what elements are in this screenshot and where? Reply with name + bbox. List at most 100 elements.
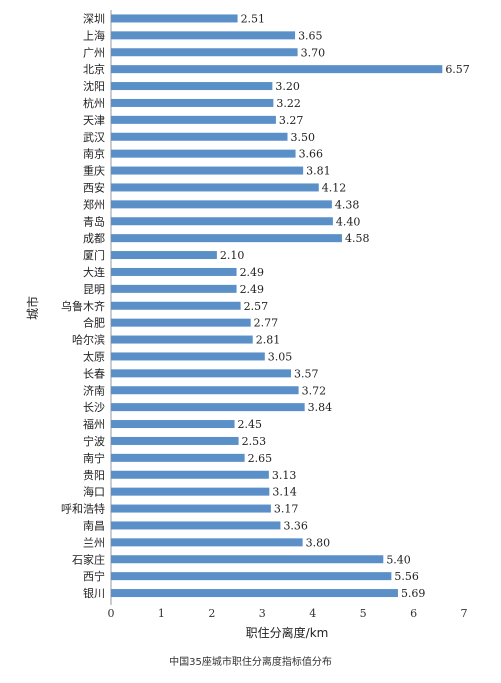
bar — [111, 538, 303, 547]
value-label: 3.70 — [301, 46, 326, 59]
value-label: 2.65 — [248, 452, 273, 465]
category-label: 广州 — [83, 46, 105, 59]
value-label: 3.80 — [306, 536, 331, 549]
category-label: 贵阳 — [83, 469, 105, 482]
bar — [111, 436, 239, 445]
bar — [111, 369, 292, 378]
category-label: 银川 — [83, 586, 105, 600]
value-label: 3.13 — [272, 469, 297, 482]
category-label: 南昌 — [83, 519, 105, 532]
bar — [111, 301, 241, 310]
category-label: 乌鲁木齐 — [61, 299, 105, 313]
bar — [111, 48, 298, 57]
category-label: 福州 — [83, 417, 105, 431]
bar — [111, 318, 251, 327]
bar — [111, 234, 342, 243]
category-label: 太原 — [83, 350, 105, 363]
value-label: 3.22 — [276, 97, 301, 110]
category-label: 西安 — [83, 180, 105, 194]
category-label: 济南 — [83, 383, 105, 397]
x-tick-label: 2 — [208, 607, 215, 620]
figure-caption: 中国35座城市职住分离度指标值分布 — [169, 657, 332, 668]
bar — [111, 504, 271, 513]
x-tick-label: 0 — [108, 607, 115, 620]
category-label: 大连 — [83, 265, 105, 279]
value-label: 2.81 — [256, 334, 281, 347]
bar — [111, 267, 237, 276]
bar — [111, 420, 235, 429]
value-label: 2.57 — [244, 300, 269, 313]
category-label: 沈阳 — [83, 79, 105, 93]
category-label: 成都 — [83, 232, 105, 245]
value-label: 3.65 — [298, 29, 323, 42]
bar — [111, 521, 281, 530]
value-label: 3.20 — [275, 80, 300, 93]
category-label: 北京 — [83, 62, 105, 76]
value-label: 6.57 — [445, 63, 470, 76]
bar — [111, 65, 443, 74]
category-label: 天津 — [83, 114, 105, 127]
category-label: 石家庄 — [72, 552, 105, 566]
x-tick-label: 6 — [410, 607, 417, 620]
value-label: 2.10 — [220, 249, 245, 262]
category-label: 呼和浩特 — [61, 502, 105, 516]
bar — [111, 572, 392, 581]
x-axis-title: 职住分离度/km — [246, 625, 329, 640]
value-label: 2.53 — [242, 435, 267, 448]
category-label: 上海 — [83, 28, 105, 42]
bar — [111, 82, 273, 91]
category-label: 杭州 — [83, 96, 105, 110]
category-label: 哈尔滨 — [72, 333, 105, 347]
bar — [111, 386, 299, 395]
category-label: 南宁 — [83, 451, 105, 465]
value-label: 3.72 — [302, 384, 327, 397]
category-label: 武汉 — [83, 131, 105, 144]
bar — [111, 352, 265, 361]
value-label: 3.57 — [294, 367, 319, 380]
category-label: 深圳 — [83, 12, 105, 25]
value-label: 3.50 — [291, 131, 316, 144]
bar — [111, 403, 305, 412]
value-label: 4.12 — [322, 181, 347, 194]
value-label: 5.40 — [386, 553, 411, 566]
value-label: 2.49 — [240, 283, 265, 296]
bar — [111, 132, 288, 141]
x-tick-label: 3 — [259, 607, 266, 620]
value-label: 2.77 — [254, 317, 278, 330]
category-label: 厦门 — [83, 248, 105, 262]
bar — [111, 217, 333, 226]
value-label: 3.84 — [308, 401, 333, 414]
value-label: 5.69 — [401, 587, 426, 600]
value-label: 2.49 — [240, 266, 265, 279]
bar-chart: 城市 深圳 2.51 上海 3.65 广州 3.70 北京 6.57 沈阳 3.20 杭州 3.22 天… — [25, 10, 470, 640]
category-label: 海口 — [83, 485, 105, 499]
category-label: 合肥 — [83, 316, 105, 330]
category-label: 青岛 — [83, 214, 105, 228]
bar — [111, 166, 304, 175]
y-axis-title: 城市 — [25, 296, 40, 320]
value-label: 4.58 — [345, 232, 370, 245]
value-label: 3.14 — [272, 486, 297, 499]
bar — [111, 200, 332, 209]
x-tick-label: 1 — [158, 607, 165, 620]
category-label: 兰州 — [83, 536, 105, 549]
value-label: 3.36 — [283, 519, 308, 532]
value-label: 3.17 — [274, 503, 299, 516]
category-label: 长春 — [83, 367, 105, 380]
x-tick-label: 4 — [309, 607, 316, 620]
bar — [111, 14, 238, 23]
x-tick-label: 5 — [360, 607, 367, 620]
category-label: 宁波 — [83, 434, 105, 448]
bar — [111, 115, 276, 124]
value-label: 3.05 — [268, 350, 293, 363]
value-label: 2.51 — [241, 12, 266, 25]
bar — [111, 335, 253, 344]
category-label: 郑州 — [83, 197, 105, 211]
bar — [111, 470, 269, 479]
bar — [111, 251, 217, 260]
x-tick-label: 7 — [461, 607, 468, 620]
value-label: 5.56 — [394, 570, 419, 583]
category-label: 南京 — [83, 147, 105, 161]
category-label: 重庆 — [83, 164, 105, 178]
value-label: 4.38 — [335, 198, 360, 211]
